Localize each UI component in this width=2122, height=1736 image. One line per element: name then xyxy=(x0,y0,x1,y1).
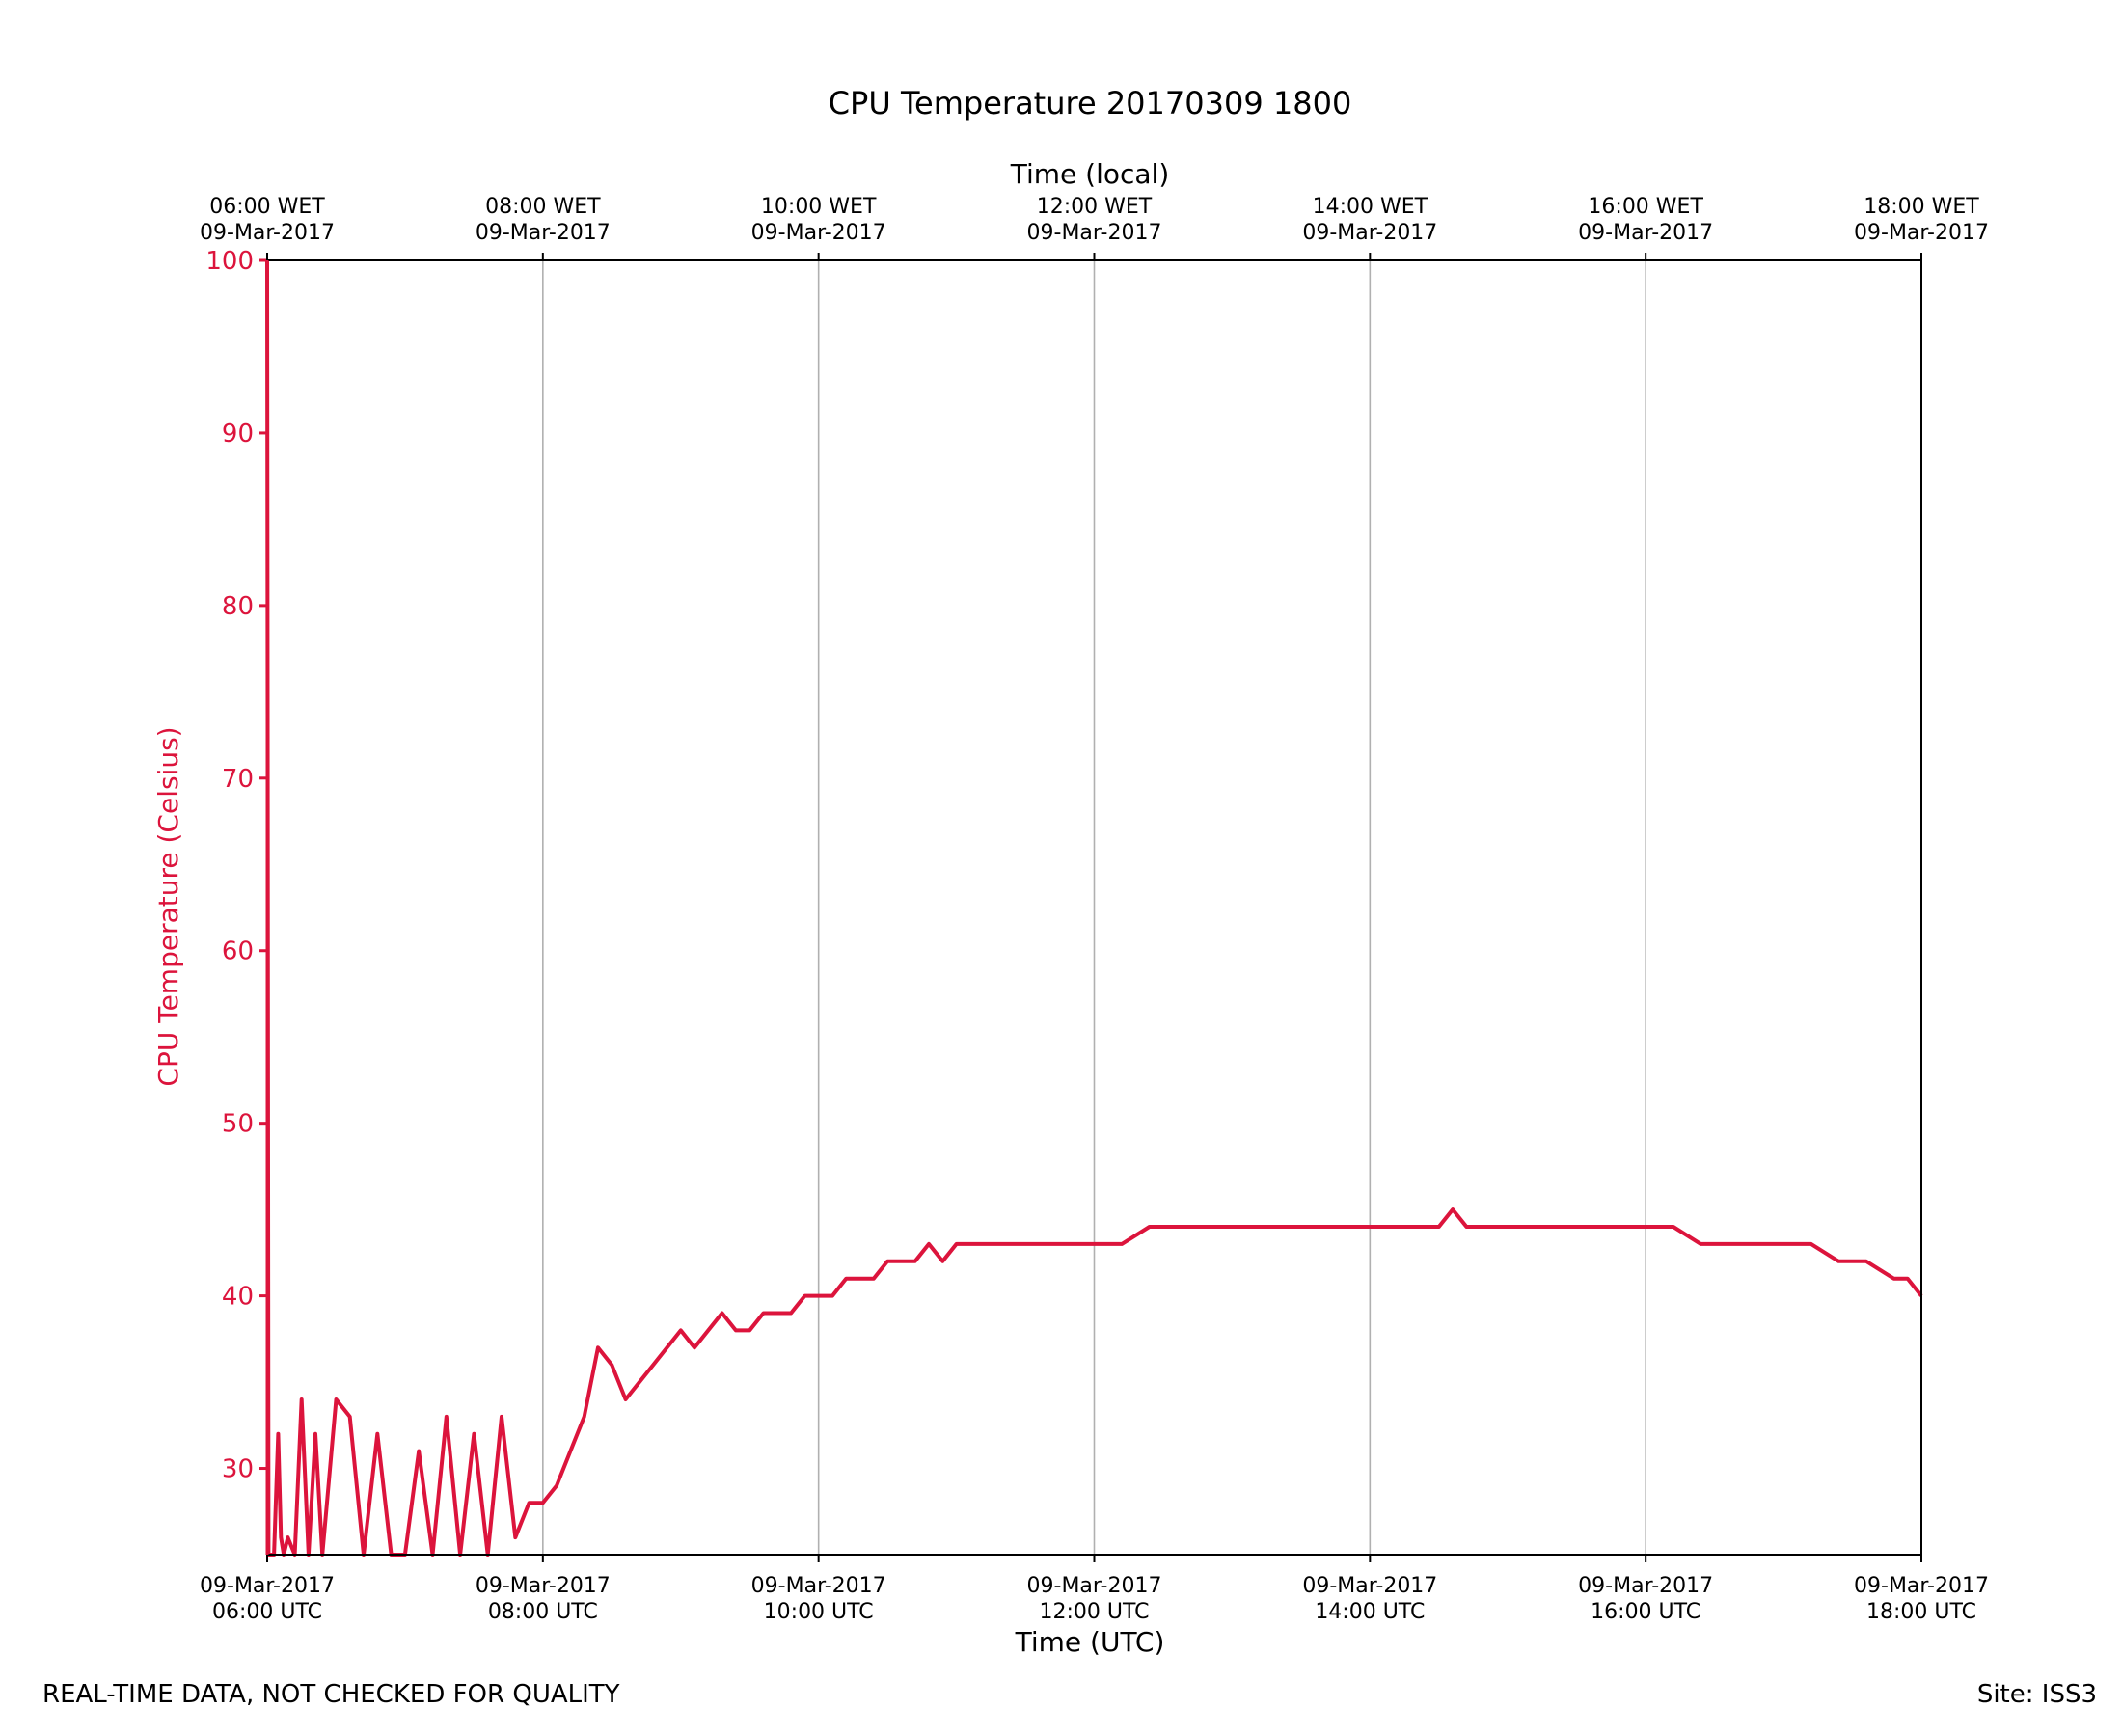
x-tick-label-time: 06:00 UTC xyxy=(212,1600,322,1624)
x2-tick-label-time: 06:00 WET xyxy=(209,195,325,219)
x2-tick-label-time: 18:00 WET xyxy=(1864,195,1979,219)
x2-tick-label-date: 09-Mar-2017 xyxy=(751,221,886,245)
y-tick-label: 40 xyxy=(222,1283,254,1312)
chart-title: CPU Temperature 20170309 1800 xyxy=(829,85,1352,122)
y-tick-label: 50 xyxy=(222,1110,254,1139)
y-tick-label: 100 xyxy=(205,247,254,276)
x-tick-label-date: 09-Mar-2017 xyxy=(1302,1574,1437,1598)
x-tick-label-time: 18:00 UTC xyxy=(1866,1600,1976,1624)
x2-tick-label-date: 09-Mar-2017 xyxy=(1854,221,1989,245)
y-tick-label: 60 xyxy=(222,937,254,966)
site-label: Site: ISS3 xyxy=(1976,1680,2097,1709)
x2-tick-label-date: 09-Mar-2017 xyxy=(476,221,611,245)
x2-tick-label-time: 10:00 WET xyxy=(761,195,877,219)
x2-tick-label-time: 12:00 WET xyxy=(1037,195,1153,219)
y-tick-label: 30 xyxy=(222,1455,254,1484)
x-tick-label-date: 09-Mar-2017 xyxy=(1854,1574,1989,1598)
y-axis-label: CPU Temperature (Celsius) xyxy=(152,726,184,1086)
x2-tick-label-time: 16:00 WET xyxy=(1588,195,1703,219)
x2-tick-label-time: 08:00 WET xyxy=(485,195,601,219)
x-tick-label-time: 14:00 UTC xyxy=(1315,1600,1425,1624)
x2-tick-label-date: 09-Mar-2017 xyxy=(1027,221,1162,245)
x2-tick-label-date: 09-Mar-2017 xyxy=(1578,221,1713,245)
x-tick-label-date: 09-Mar-2017 xyxy=(1027,1574,1162,1598)
grid-layer xyxy=(266,260,1922,1555)
x-tick-label-date: 09-Mar-2017 xyxy=(200,1574,335,1598)
x-tick-label-date: 09-Mar-2017 xyxy=(1578,1574,1713,1598)
x-tick-label-time: 10:00 UTC xyxy=(764,1600,874,1624)
y-tick-label: 70 xyxy=(222,765,254,794)
x-tick-label-time: 16:00 UTC xyxy=(1591,1600,1700,1624)
x2-tick-label-date: 09-Mar-2017 xyxy=(1302,221,1437,245)
x-tick-label-date: 09-Mar-2017 xyxy=(476,1574,611,1598)
x-axis-label: Time (UTC) xyxy=(1015,1626,1165,1658)
y-tick-label: 90 xyxy=(222,420,254,448)
x-tick-label-time: 08:00 UTC xyxy=(488,1600,598,1624)
x-tick-label-time: 12:00 UTC xyxy=(1039,1600,1149,1624)
quality-disclaimer: REAL-TIME DATA, NOT CHECKED FOR QUALITY xyxy=(42,1680,620,1709)
x2-tick-label-date: 09-Mar-2017 xyxy=(200,221,335,245)
top-axis-label: Time (local) xyxy=(1010,158,1170,190)
x2-tick-label-time: 14:00 WET xyxy=(1313,195,1428,219)
y-tick-label: 80 xyxy=(222,592,254,621)
x-tick-label-date: 09-Mar-2017 xyxy=(751,1574,886,1598)
